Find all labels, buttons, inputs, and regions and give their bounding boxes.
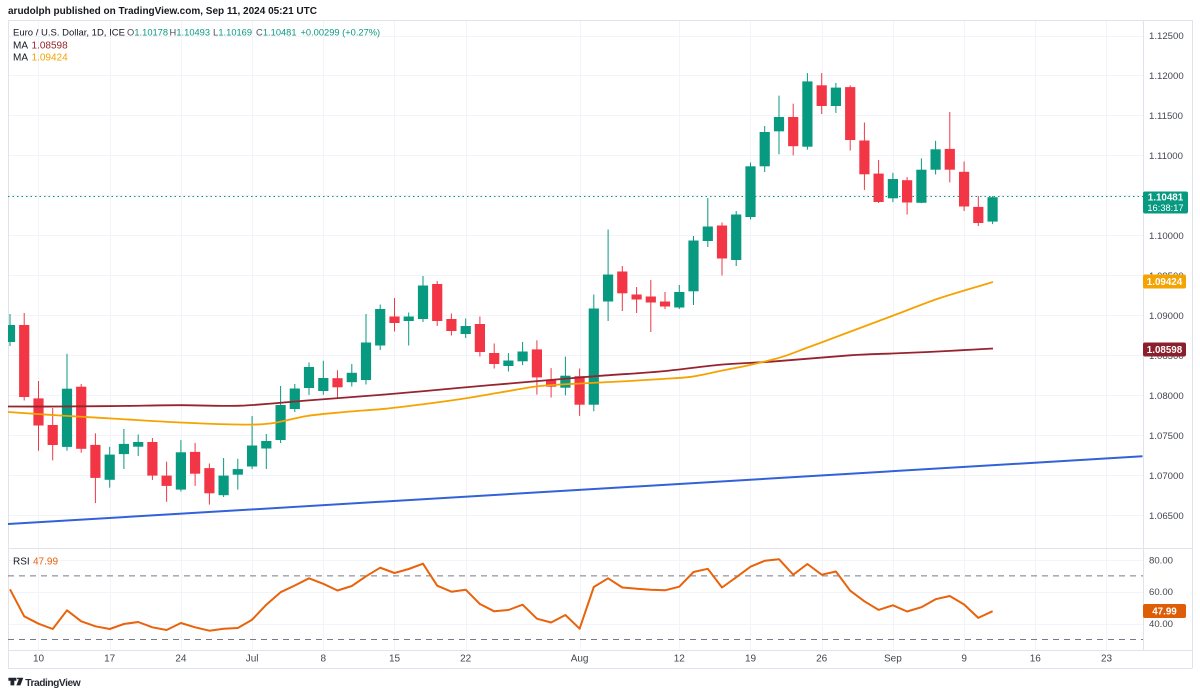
svg-text:8: 8 [321, 654, 327, 665]
svg-text:9: 9 [961, 654, 967, 665]
svg-text:1.07000: 1.07000 [1149, 471, 1184, 482]
svg-text:1.08598: 1.08598 [32, 41, 69, 52]
svg-text:1.11000: 1.11000 [1149, 151, 1183, 162]
svg-text:1.10493: 1.10493 [176, 28, 210, 38]
svg-text:1.10481: 1.10481 [263, 28, 297, 38]
svg-text:1.11500: 1.11500 [1149, 111, 1183, 122]
svg-text:1.10481: 1.10481 [1148, 193, 1184, 204]
svg-text:1.09000: 1.09000 [1149, 311, 1184, 322]
svg-text:26: 26 [816, 654, 828, 665]
svg-text:22: 22 [460, 654, 472, 665]
svg-text:15: 15 [389, 654, 401, 665]
svg-text:MA: MA [13, 53, 28, 64]
svg-text:H: H [170, 28, 177, 38]
svg-text:1.09424: 1.09424 [32, 53, 69, 64]
svg-text:L: L [213, 28, 218, 38]
svg-text:1.08598: 1.08598 [1147, 345, 1183, 356]
svg-text:80.00: 80.00 [1149, 555, 1173, 566]
svg-text:C: C [256, 28, 263, 38]
svg-text:1.10000: 1.10000 [1149, 231, 1184, 242]
svg-text:Euro / U.S. Dollar, 1D, ICE: Euro / U.S. Dollar, 1D, ICE [13, 28, 125, 39]
svg-text:24: 24 [175, 654, 187, 665]
svg-text:47.99: 47.99 [1152, 606, 1177, 617]
svg-text:16: 16 [1030, 654, 1042, 665]
svg-text:19: 19 [745, 654, 757, 665]
svg-text:1.07500: 1.07500 [1149, 431, 1184, 442]
svg-text:17: 17 [104, 654, 116, 665]
svg-text:O: O [127, 28, 134, 38]
svg-text:Jul: Jul [246, 654, 259, 665]
svg-text:10: 10 [33, 654, 45, 665]
svg-text:1.10169: 1.10169 [218, 28, 252, 38]
svg-text:1.12000: 1.12000 [1149, 71, 1184, 82]
svg-text:Aug: Aug [571, 654, 589, 665]
svg-text:60.00: 60.00 [1149, 587, 1173, 598]
svg-text:47.99: 47.99 [33, 557, 58, 568]
svg-text:TradingView: TradingView [25, 678, 80, 689]
svg-text:1.08000: 1.08000 [1149, 391, 1184, 402]
svg-text:Sep: Sep [884, 654, 902, 665]
svg-text:1.12500: 1.12500 [1149, 31, 1184, 42]
svg-text:MA: MA [13, 41, 28, 52]
svg-text:40.00: 40.00 [1149, 619, 1173, 630]
svg-text:+0.00299 (+0.27%): +0.00299 (+0.27%) [301, 28, 381, 38]
svg-text:16:38:17: 16:38:17 [1147, 203, 1183, 213]
svg-text:1.10178: 1.10178 [134, 28, 168, 38]
svg-text:12: 12 [674, 654, 686, 665]
svg-text:RSI: RSI [13, 557, 30, 568]
svg-text:1.09424: 1.09424 [1147, 277, 1183, 288]
svg-text:23: 23 [1101, 654, 1113, 665]
svg-text:1.06500: 1.06500 [1149, 511, 1184, 522]
svg-text:arudolph published on TradingV: arudolph published on TradingView.com, S… [8, 6, 317, 17]
